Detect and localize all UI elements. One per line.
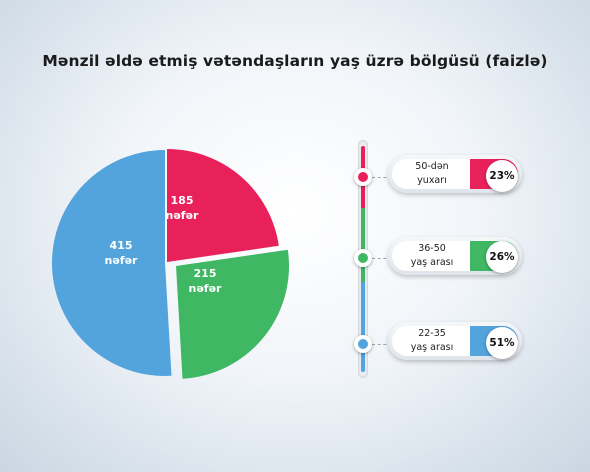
legend-label-2-line2: yaş arası	[410, 257, 454, 268]
pie-label-1-value: 185	[170, 194, 194, 207]
timeline-segment-3	[361, 282, 365, 372]
pie-label-3-unit: nəfər	[104, 254, 138, 267]
pie-slice-2	[176, 249, 290, 379]
legend-label-2-line1: 36-50	[418, 243, 446, 254]
timeline-dot-1	[354, 168, 372, 186]
legend-label-3-line2: yaş arası	[410, 342, 454, 353]
legend-percent-2: 26%	[486, 241, 518, 273]
timeline-segment-2	[361, 208, 365, 282]
pie-label-1: 185 nəfər	[162, 193, 202, 223]
legend-percent-3: 51%	[486, 327, 518, 359]
legend-label-2: 36-50 yaş arası	[392, 242, 472, 270]
legend-label-3: 22-35 yaş arası	[392, 327, 472, 355]
pie-label-1-unit: nəfər	[165, 209, 199, 222]
pie-label-3-value: 415	[109, 239, 133, 252]
legend-percent-1: 23%	[486, 160, 518, 192]
pie-slice-1	[167, 149, 279, 262]
connector-3	[372, 344, 392, 345]
connector-2	[372, 258, 392, 259]
pie-slice-3	[52, 150, 172, 376]
legend-label-1: 50-dən yuxarı	[392, 160, 472, 188]
legend-label-3-line1: 22-35	[418, 328, 446, 339]
pie-label-2: 215 nəfər	[185, 266, 225, 296]
connector-1	[372, 177, 392, 178]
timeline-dot-2	[354, 249, 372, 267]
pie-label-2-unit: nəfər	[188, 282, 222, 295]
chart-title: Mənzil əldə etmiş vətəndaşların yaş üzrə…	[42, 52, 548, 70]
legend-label-1-line2: yuxarı	[417, 175, 447, 186]
legend-label-1-line1: 50-dən	[415, 161, 449, 172]
pie-label-2-value: 215	[193, 267, 217, 280]
pie-label-3: 415 nəfər	[101, 238, 141, 268]
timeline-dot-3	[354, 335, 372, 353]
